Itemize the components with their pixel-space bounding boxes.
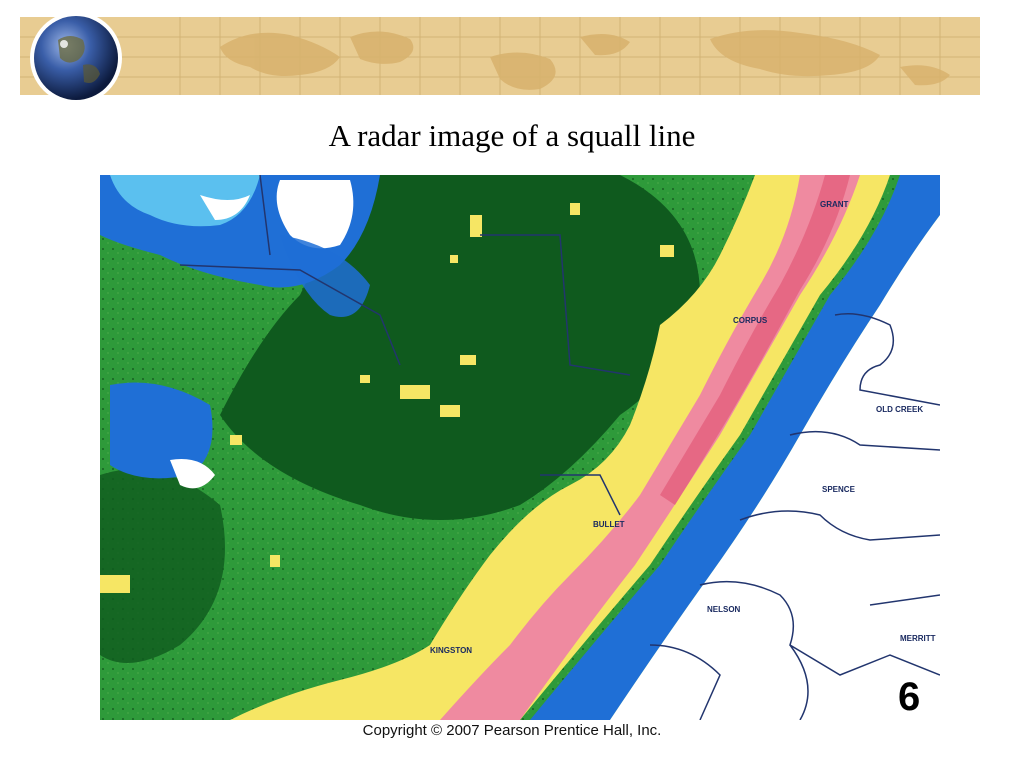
figure-number: 6 (898, 675, 920, 719)
place-label-corpus: CORPUS (733, 316, 768, 325)
radar-image: CORPUS BULLET SPENCE NELSON KINGSTON OLD… (100, 175, 940, 720)
place-label-merritt: MERRITT (900, 634, 936, 643)
place-label-bullet: BULLET (593, 520, 625, 529)
world-map-banner (20, 17, 980, 95)
header-banner (20, 17, 980, 95)
place-label-spence: SPENCE (822, 485, 856, 494)
slide-title: A radar image of a squall line (328, 118, 696, 153)
place-label-kingston: KINGSTON (430, 646, 472, 655)
place-label-grant: GRANT (820, 200, 849, 209)
place-label-nelson: NELSON (707, 605, 741, 614)
copyright-caption: Copyright © 2007 Pearson Prentice Hall, … (362, 722, 662, 739)
globe-icon (28, 10, 124, 106)
place-label-old-creek: OLD CREEK (876, 405, 923, 414)
